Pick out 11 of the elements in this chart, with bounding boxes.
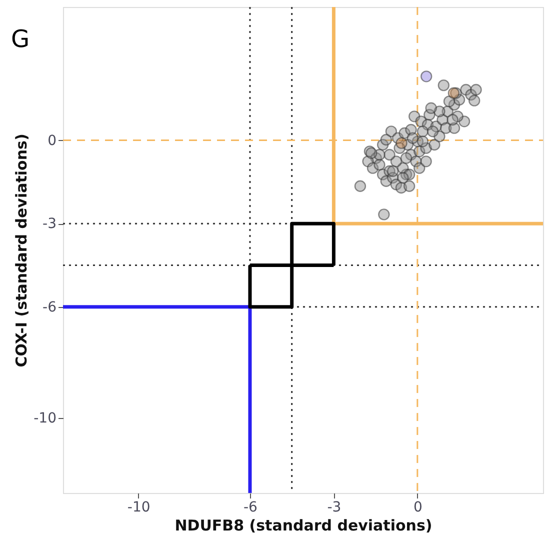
x-tick-label: -10 [127,500,150,516]
y-axis-title: COX-I (standard deviations) [12,134,31,368]
x-tick-label: -3 [327,500,342,516]
y-tick-label: -6 [42,299,57,316]
x-axis-title: NDUFB8 (standard deviations) [174,516,432,534]
y-tick-label: -3 [42,216,56,232]
y-tick-label: 0 [48,132,56,149]
y-tick-label: -10 [34,410,56,427]
x-tick-label: -6 [243,500,258,516]
x-tick-label: 0 [413,500,422,516]
text: G [11,25,30,53]
